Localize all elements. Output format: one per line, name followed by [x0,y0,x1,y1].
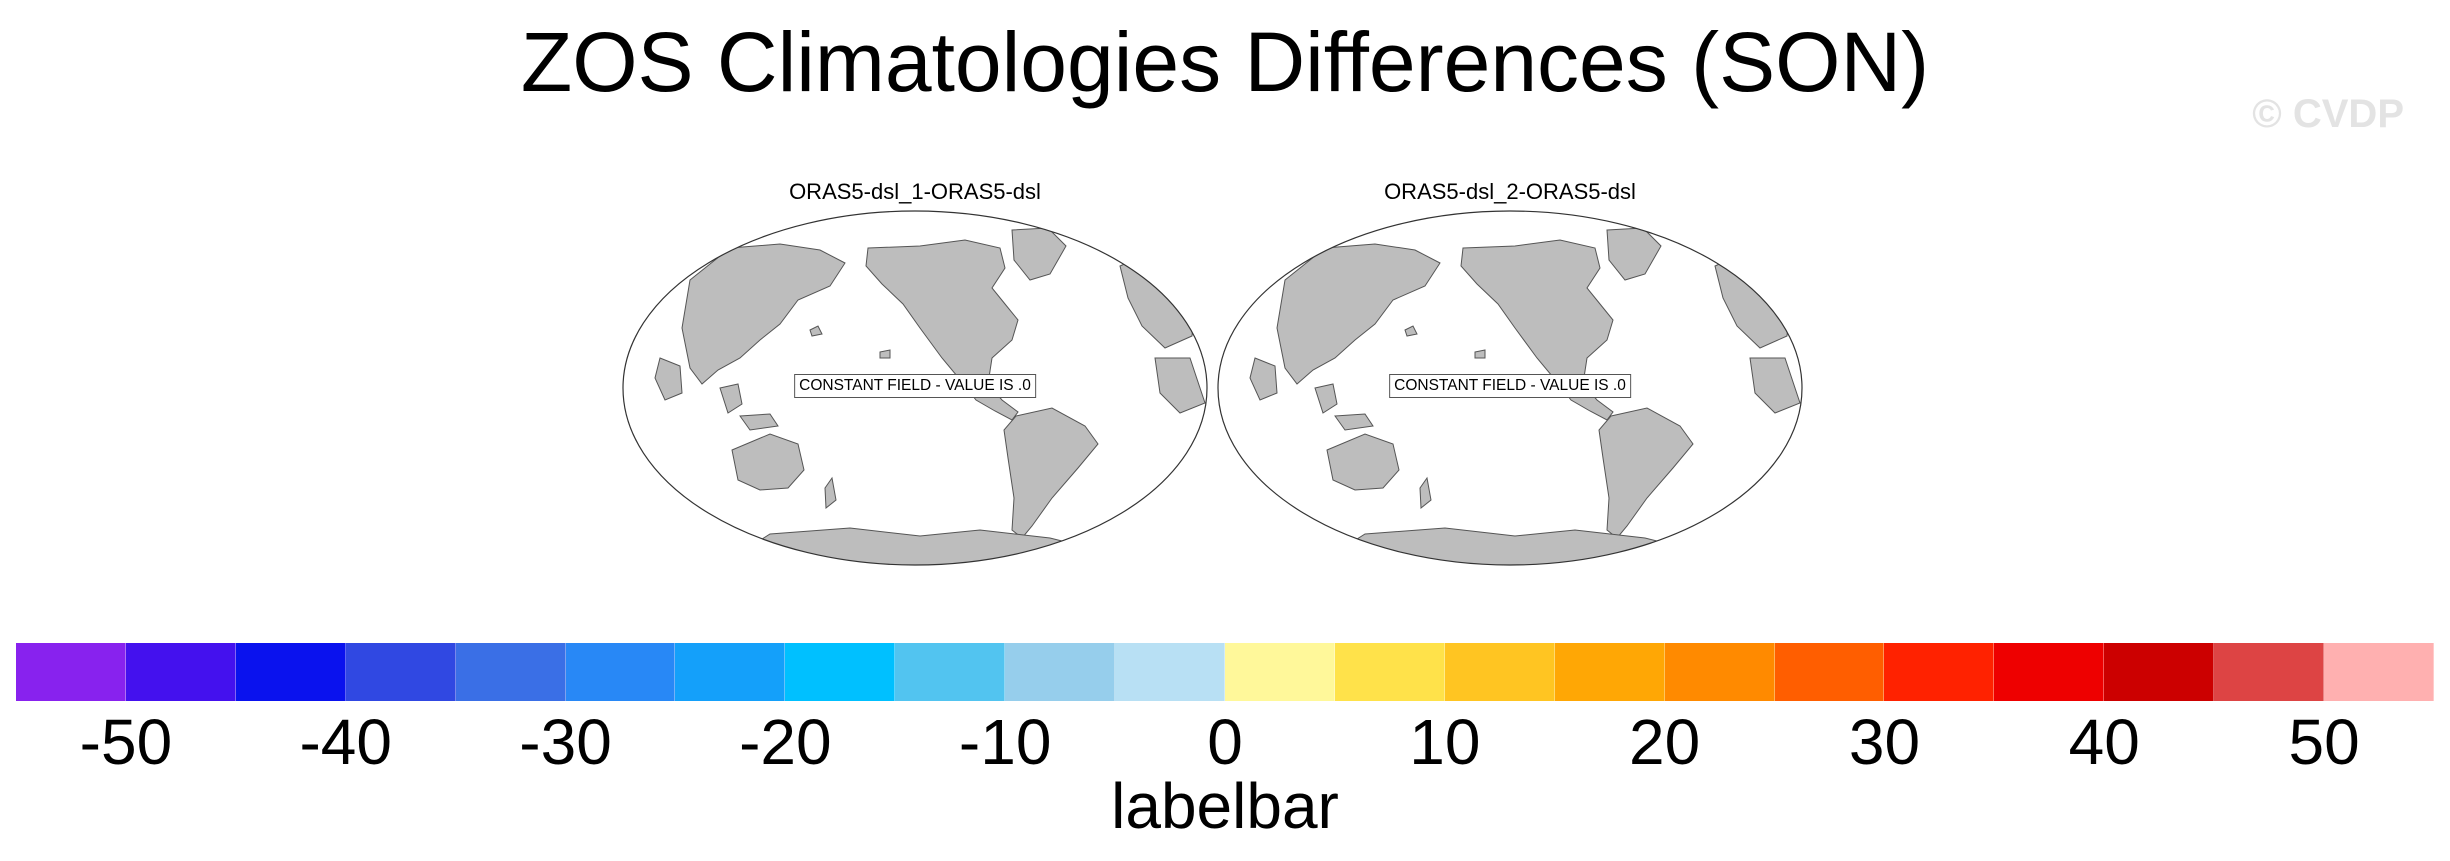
colorbar-box [345,643,456,701]
colorbar-tick-label: 40 [2068,706,2140,778]
landmass [731,433,805,491]
cvdp-watermark: © CVDP [2252,92,2404,136]
landmass [1326,433,1400,491]
colorbar-box [1334,643,1445,701]
colorbar-label: labelbar [1111,770,1339,842]
landmass [1003,407,1099,539]
landmass [809,325,823,337]
colorbar-box [1664,643,1775,701]
map-panel-2: ORAS5-dsl_2-ORAS5-dsl CONSTANT FIELD - V… [1215,172,1805,572]
colorbar-box [1115,643,1225,701]
colorbar-box [2104,643,2215,701]
colorbar-tick-label: -10 [958,706,1052,778]
colorbar-box [1005,643,1116,701]
colorbar-box [1994,643,2105,701]
colorbar-box [895,643,1006,701]
colorbar-tick-label: -30 [519,706,612,778]
landmass [1334,413,1374,431]
landmass [739,413,779,431]
constant-field-label: CONSTANT FIELD - VALUE IS .0 [794,374,1036,398]
colorbar-ticks: -50 -40 -30 -20 -10 0 10 20 30 40 50 [16,706,2434,778]
landmass [1598,407,1694,539]
colorbar-box [1224,643,1335,701]
colorbar-box [2214,643,2325,701]
panel-title: ORAS5-dsl_1-ORAS5-dsl [789,179,1041,204]
colorbar-tick-label: 30 [1848,706,1921,778]
colorbar-box [1774,643,1885,701]
colorbar-tick-label: 10 [1409,706,1481,778]
colorbar-box [1444,643,1555,701]
colorbar-tick-label: 20 [1629,706,1701,778]
colorbar-box [1554,643,1665,701]
landmass [1276,243,1441,385]
landmass [1154,357,1206,414]
landmass [719,383,743,414]
landmass [1474,349,1486,359]
colorbar-box [675,643,786,701]
landmass [681,243,846,385]
landmass [879,349,891,359]
color-label-bar [16,643,2434,701]
colorbar-box [2324,643,2434,701]
landmass [1749,357,1801,414]
landmass [1314,383,1338,414]
colorbar-box [235,643,346,701]
colorbar-box [455,643,566,701]
colorbar-tick-label: -20 [739,706,832,778]
panel-title: ORAS5-dsl_2-ORAS5-dsl [1384,179,1636,204]
landmass [1249,357,1278,401]
figure-title: ZOS Climatologies Differences (SON) [520,15,1930,109]
landmass [824,476,837,510]
colorbar-box [565,643,676,701]
map-border [622,210,1208,566]
colorbar-tick-label: -40 [299,706,392,778]
colorbar-box [16,643,126,701]
colorbar-tick-label: 50 [2288,706,2360,778]
landmass [1404,325,1418,337]
map-border [1217,210,1803,566]
colorbar-tick-label: -50 [79,706,173,778]
landmass [1419,476,1432,510]
colorbar-box [125,643,236,701]
colorbar-tick-label: 0 [1207,706,1243,778]
colorbar-box [785,643,896,701]
colorbar-box [1884,643,1995,701]
constant-field-label: CONSTANT FIELD - VALUE IS .0 [1389,374,1631,398]
landmass [654,357,683,401]
map-panel-1: ORAS5-dsl_1-ORAS5-dsl CONSTANT FIELD - V… [620,172,1210,572]
